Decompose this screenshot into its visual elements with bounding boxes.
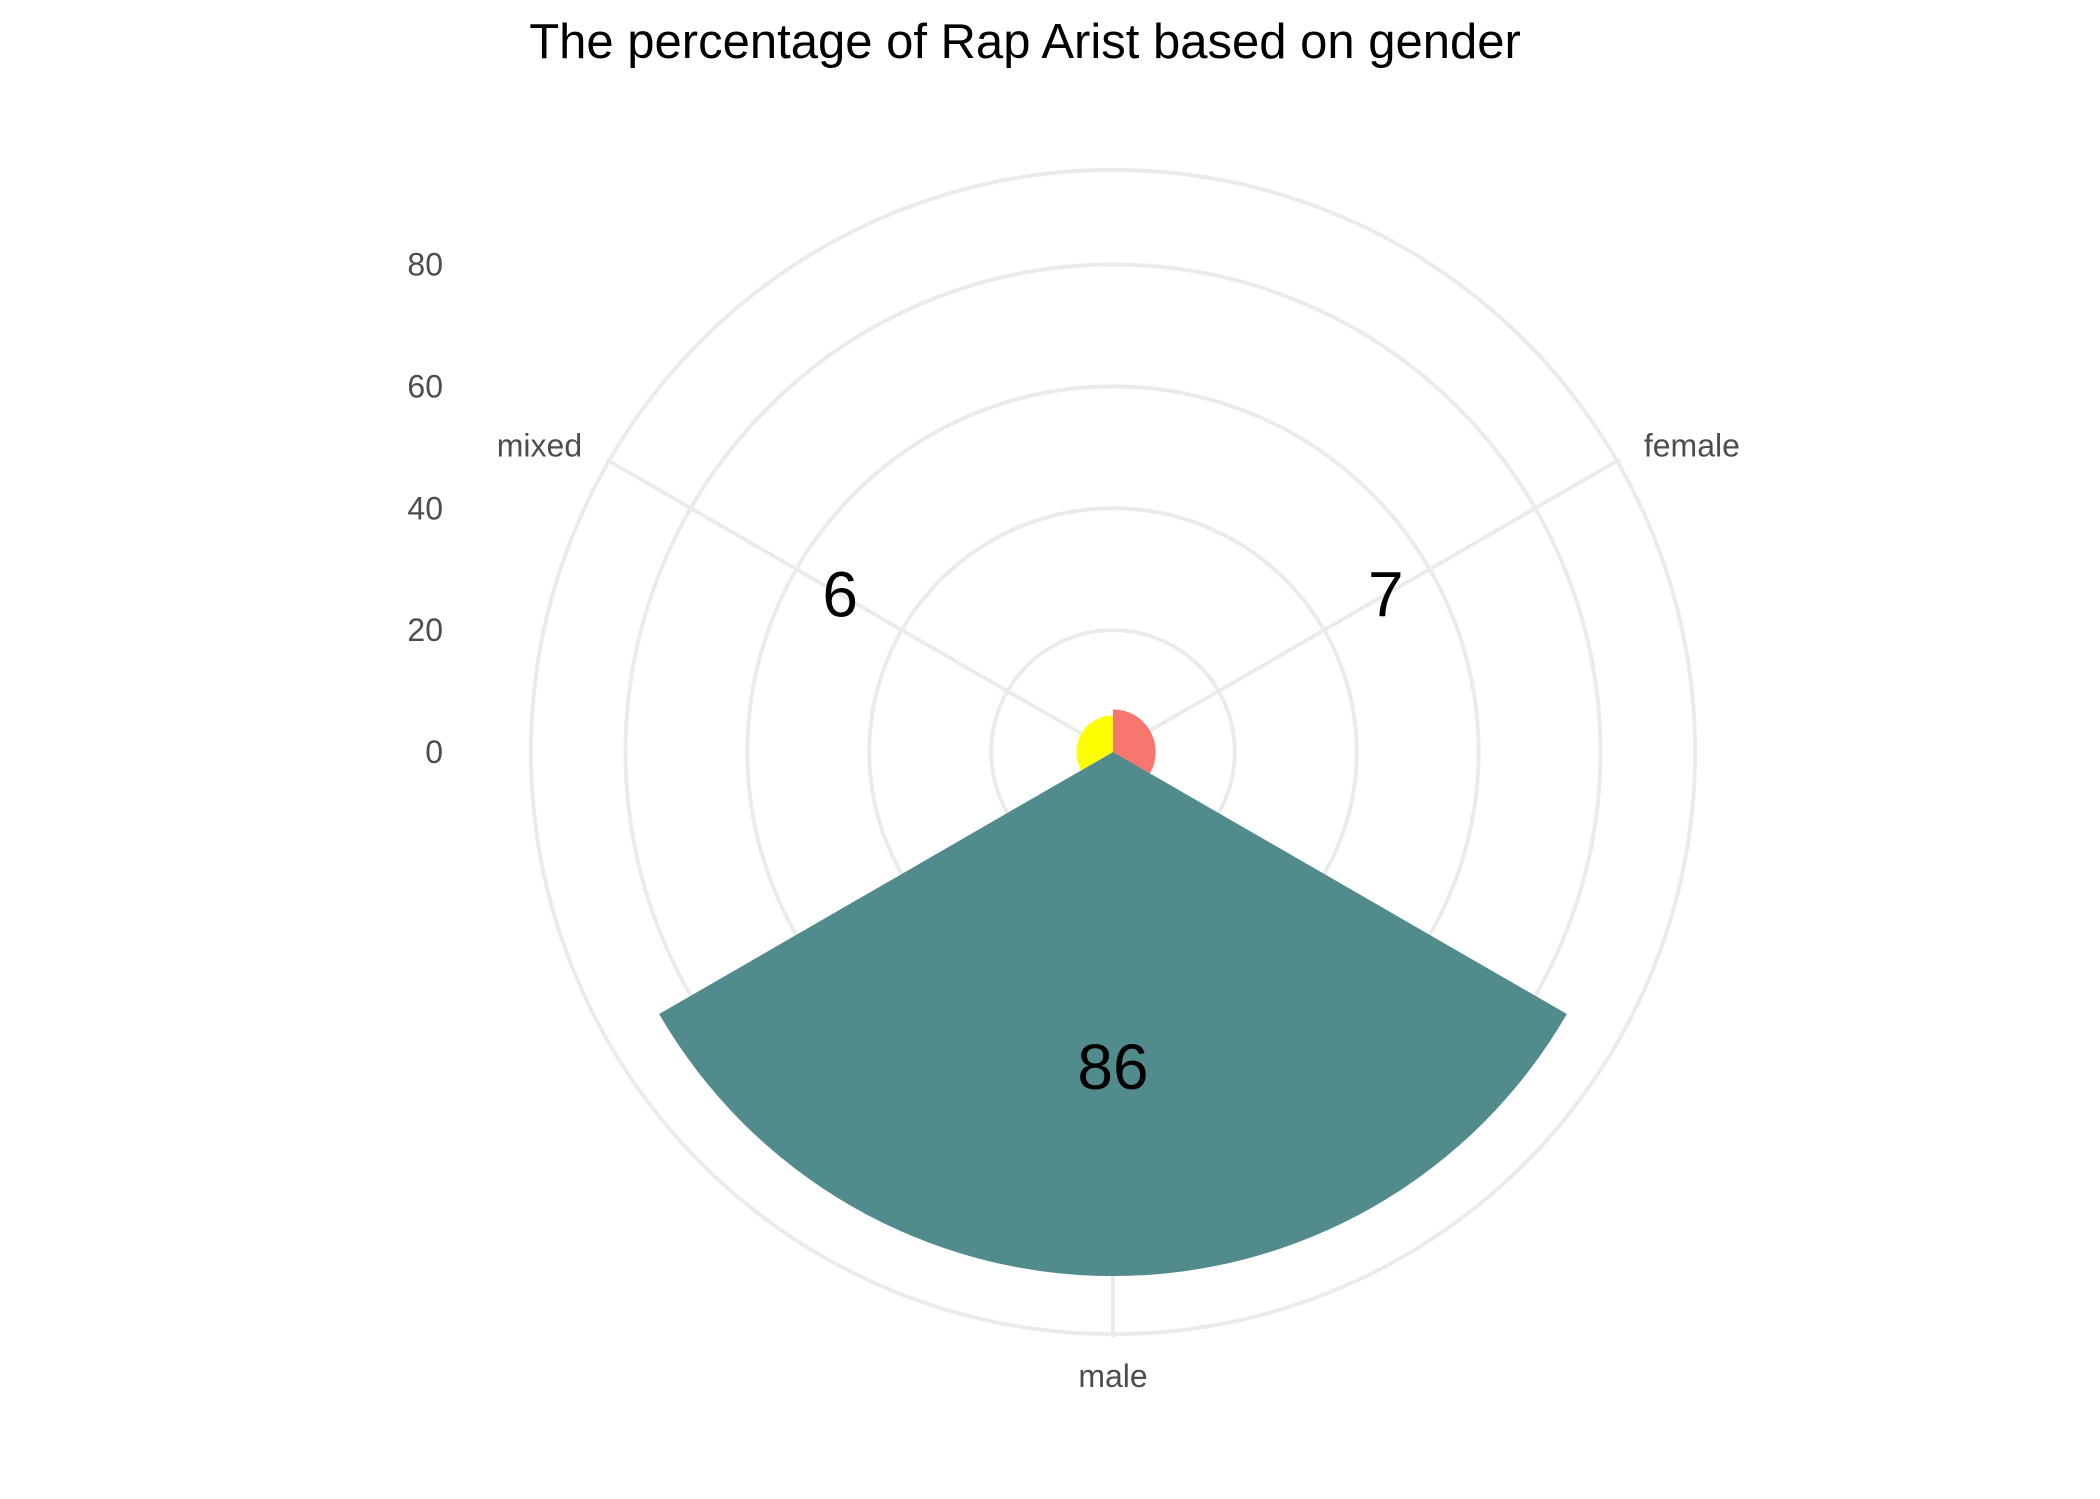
chart-title: The percentage of Rap Arist based on gen… — [529, 15, 1521, 69]
radial-tick-label: 40 — [407, 490, 443, 526]
wedge-female — [1113, 709, 1156, 774]
category-label-mixed: mixed — [497, 428, 582, 464]
radial-tick-label: 60 — [407, 368, 443, 404]
radial-tick-label: 20 — [407, 612, 443, 648]
category-label-male: male — [1078, 1358, 1147, 1394]
wedge-mixed — [1076, 715, 1113, 771]
data-label-male: 86 — [1077, 1031, 1148, 1103]
labels: 0 20 40 60 80 female male mixed 7 86 6 — [407, 247, 1740, 1395]
radial-tick-label: 80 — [407, 247, 443, 283]
data-label-mixed: 6 — [822, 559, 858, 631]
grid-spoke-mixed — [605, 457, 1114, 754]
wedge-male — [659, 752, 1567, 1277]
data-label-female: 7 — [1368, 559, 1404, 631]
wedges — [659, 709, 1567, 1277]
category-label-female: female — [1644, 428, 1740, 464]
grid-spoke-female — [1112, 457, 1621, 754]
radial-tick-label: 0 — [425, 734, 443, 770]
